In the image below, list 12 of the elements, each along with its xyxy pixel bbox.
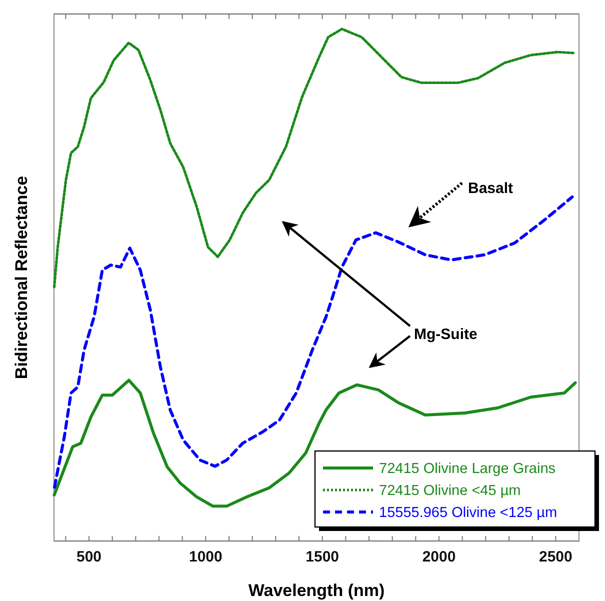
legend-label: 72415 Olivine <45 µm [379, 483, 521, 499]
x-axis-title: Wavelength (nm) [248, 581, 385, 600]
legend-label: 15555.965 Olivine <125 µm [379, 505, 558, 521]
x-tick-label: 1000 [188, 548, 222, 566]
x-tick-label: 500 [76, 548, 102, 566]
annotation: Mg-Suite [414, 326, 478, 343]
x-tick-label: 2500 [538, 548, 572, 566]
x-tick-label: 1500 [306, 548, 340, 566]
x-tick-label: 2000 [422, 548, 456, 566]
annotation: Basalt [468, 180, 514, 197]
y-axis-title: Bidirectional Reflectance [12, 176, 31, 380]
legend-label: 72415 Olivine Large Grains [379, 461, 556, 477]
